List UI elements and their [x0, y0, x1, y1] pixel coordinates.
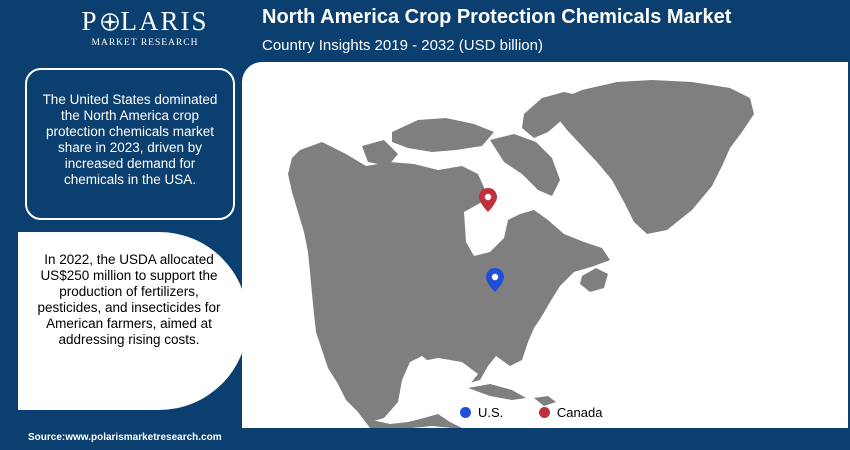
legend-dot-canada	[538, 407, 550, 418]
legend-label-canada: Canada	[556, 405, 603, 420]
logo-subtitle: MARKET RESEARCH	[91, 38, 199, 48]
header: P LARIS MARKET RESEARCH North America Cro…	[0, 0, 850, 62]
hudson-bay	[464, 202, 508, 256]
logo-name-left: P	[81, 6, 99, 36]
source-credit: Source:www.polarismarketresearch.com	[28, 432, 222, 443]
page-subtitle: Country Insights 2019 - 2032 (USD billio…	[262, 37, 543, 54]
arctic-island-banks	[362, 140, 398, 166]
map-pin-icon[interactable]	[486, 268, 504, 292]
legend-item-canada: Canada	[538, 405, 603, 420]
north-america-mainland	[288, 142, 610, 422]
newfoundland-island	[580, 268, 608, 292]
compass-star-icon	[100, 13, 119, 31]
arctic-island-ellesmere	[522, 92, 582, 138]
logo-name-right: LARIS	[120, 6, 209, 36]
legend-dot-us	[460, 407, 471, 418]
legend-item-us: U.S.	[460, 405, 503, 420]
us-pin-center	[491, 273, 499, 281]
cuba-island	[468, 384, 526, 400]
gulf-of-mexico	[418, 358, 478, 386]
arctic-island-baffin	[490, 134, 560, 196]
map-legend: U.S. Canada	[460, 405, 634, 421]
arctic-island-victoria	[392, 118, 494, 152]
canada-pin-center	[484, 193, 492, 201]
central-america-landmass	[358, 412, 462, 428]
page-title: North America Crop Protection Chemicals …	[262, 6, 732, 28]
logo-wordmark: P LARIS	[70, 6, 220, 36]
footer: Source:www.polarismarketresearch.com	[0, 428, 850, 450]
insight-card-market-share: The United States dominated the North Am…	[25, 68, 235, 220]
map-pin-icon[interactable]	[479, 188, 497, 212]
hispaniola-island	[534, 396, 556, 406]
insight-card-usda-funding: In 2022, the USDA allocated US$250 milli…	[18, 232, 248, 410]
map-panel	[242, 62, 848, 428]
north-america-map	[288, 80, 754, 428]
legend-label-us: U.S.	[478, 405, 504, 420]
greenland-landmass	[554, 80, 754, 234]
brand-logo: P LARIS MARKET RESEARCH	[70, 6, 220, 48]
